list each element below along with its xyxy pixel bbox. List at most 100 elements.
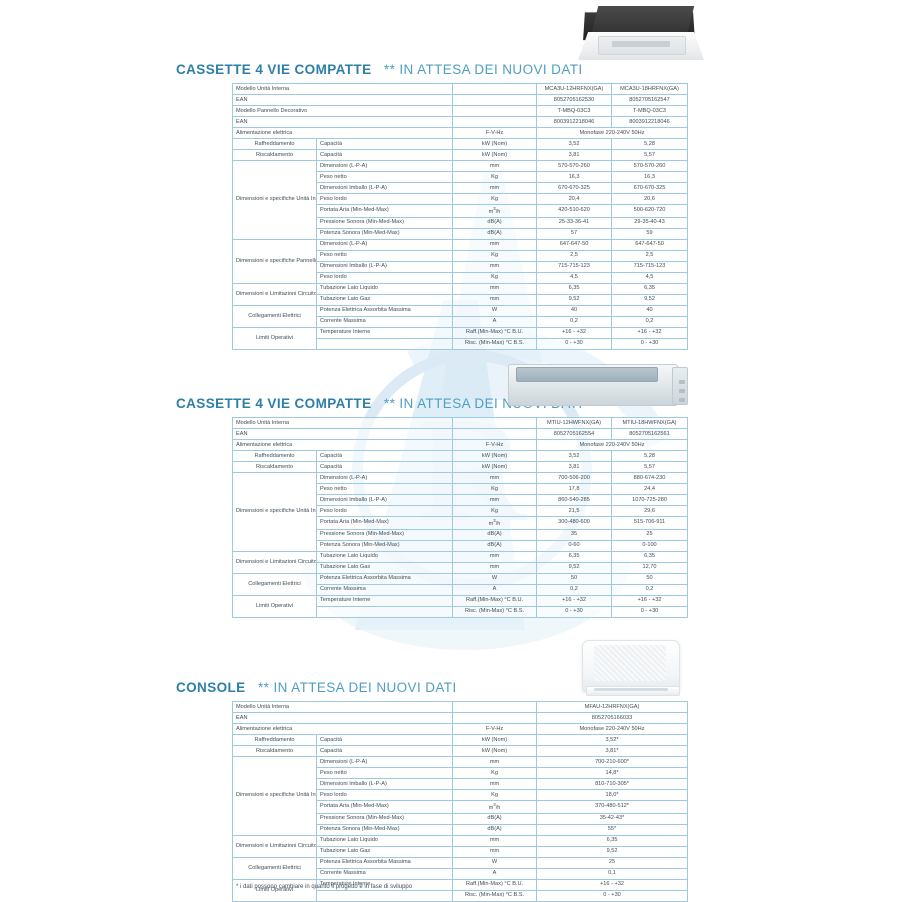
row-unit: m3/h — [452, 204, 538, 218]
row-group-dimensioni-e-limitazioni-circuito-frigorifero: Dimensioni e Limitazioni Circuito Frigor… — [232, 834, 317, 858]
row-unit: kW (Nom) — [452, 734, 538, 746]
row-value-col1: 20,4 — [536, 193, 613, 205]
row-value-col1: 25 — [536, 856, 689, 869]
row-value-col2: 0-100 — [611, 539, 689, 552]
row-value-col1: 0,1 — [536, 867, 689, 880]
row-label-modello-pannello-decorativo: Modello Pannello Decorativo — [231, 105, 454, 117]
row-value-col2: +16 - +32 — [611, 326, 689, 339]
row-unit: Kg — [452, 193, 538, 205]
row-value-col2: MCA3U-18HRFNX(GA) — [611, 83, 689, 95]
row-unit: mm — [452, 282, 538, 295]
row-value-col1: 6,35 — [536, 834, 689, 847]
row-group-collegamenti-elettrici: Collegamenti Elettrici — [232, 304, 317, 328]
row-unit: F-V-Hz — [452, 127, 538, 139]
row-unit: Kg — [452, 789, 538, 801]
row-value-col1: 3,52 — [536, 138, 613, 150]
row-unit: Raff.(Min-Max) °C B.U. — [452, 878, 538, 891]
row-label-potenza-elettrica-assorbita-massima: Potenza Elettrica Assorbita Massima — [315, 856, 454, 869]
row-value-col1: 3,81 — [536, 461, 613, 473]
row-value-col2: 570-570-260 — [611, 160, 689, 172]
row-label-tubazione-lato-gas: Tubazione Lato Gas — [315, 561, 454, 574]
row-label-peso-netto: Peso netto — [315, 767, 454, 779]
row-unit: mm — [452, 472, 538, 484]
table-row: Dimensioni e Limitazioni Circuito Frigor… — [232, 282, 689, 306]
row-unit: kW (Nom) — [452, 461, 538, 473]
row-label-alimentazione-elettrica: Alimentazione elettrica — [231, 723, 454, 735]
row-value-col1: +16 - +32 — [536, 878, 689, 891]
spec-table: Modello Unità Interna MFAU-12HRFNX(GA) EAN… — [231, 701, 689, 902]
row-value-col2: 24,4 — [611, 483, 689, 495]
footnote: * i dati possono cambiare in quanto il p… — [236, 884, 413, 890]
row-label-capacit: Capacità — [315, 461, 454, 473]
ducted-connector-1 — [679, 380, 685, 384]
table-row: Dimensioni e Limitazioni Circuito Frigor… — [232, 550, 689, 574]
row-label-portata-aria-min-med-max: Portata Aria (Min-Med-Max) — [315, 800, 454, 814]
table-row: Peso lordo Kg 18,0* — [233, 789, 689, 801]
ducted-connector-2 — [679, 389, 685, 393]
row-unit: m3/h — [452, 800, 538, 814]
row-unit: mm — [452, 778, 538, 790]
table-row: Alimentazione elettrica F-V-Hz Monofase 22… — [231, 723, 689, 735]
row-label-capacit: Capacità — [315, 450, 454, 462]
row-label-dimensioni-imballo-l-p-a: Dimensioni Imballo (L-P-A) — [315, 778, 454, 790]
row-value-col2: 8052705162561 — [611, 428, 689, 440]
row-unit: W — [452, 304, 538, 317]
table-row: Collegamenti Elettrici Potenza Elettrica … — [232, 304, 689, 328]
row-label-ean: EAN — [231, 116, 454, 128]
row-value-col1: 35-42-43* — [536, 812, 689, 825]
row-value-col1: 0,2 — [536, 315, 613, 328]
row-unit: mm — [452, 550, 538, 563]
row-group-dimensioni-e-specifiche-pannello-decorativo: Dimensioni e specifiche Pannello Decorat… — [232, 238, 317, 284]
spec-table: Modello Unità Interna MTIU-12HWFNX(GA) MTI… — [231, 417, 689, 618]
row-label-pressione-sonora-min-med-max: Pressione Sonora (Min-Med-Max) — [315, 216, 454, 229]
row-value-merged: Monofase 220-240V 50Hz — [536, 127, 689, 139]
row-label-peso-netto: Peso netto — [315, 249, 454, 262]
row-value-col1: 700-210-600* — [536, 756, 689, 768]
row-label-temperature-interne: Temperature Interne — [315, 594, 454, 607]
table-row: EAN 8052705162530 8052705162547 — [231, 94, 689, 106]
row-unit: Risc. (Min-Max) °C B.S. — [452, 605, 538, 618]
section-title-note: ** IN ATTESA DEI NUOVI DATI — [245, 680, 457, 695]
row-label-corrente-massima: Corrente Massima — [315, 583, 454, 596]
row-label-pressione-sonora-min-med-max: Pressione Sonora (Min-Med-Max) — [315, 528, 454, 541]
row-value-col1: 8052705162530 — [536, 94, 613, 106]
row-value-col1: 570-570-260 — [536, 160, 613, 172]
spec-table: Modello Unità Interna MCA3U-12HRFNX(GA) MC… — [231, 83, 689, 350]
row-label-tubazione-lato-liquido: Tubazione Lato Liquido — [315, 282, 454, 295]
row-unit: mm — [452, 293, 538, 306]
row-value-col2: 29,6 — [611, 505, 689, 517]
row-value-col1: +16 - +32 — [536, 326, 613, 339]
table-row: Dimensioni e Limitazioni Circuito Frigor… — [232, 834, 689, 858]
row-label-modello-unit-interna: Modello Unità Interna — [231, 417, 454, 429]
row-label-peso-netto: Peso netto — [315, 171, 454, 183]
row-unit: kW (Nom) — [452, 745, 538, 757]
row-value-col1: MCA3U-12HRFNX(GA) — [536, 83, 613, 95]
row-value-col1: 0-60 — [536, 539, 613, 552]
row-value-col2: 5,28 — [611, 450, 689, 462]
row-value-col1: 810-710-305* — [536, 778, 689, 790]
row-value-col1: 3,81 — [536, 149, 613, 161]
row-label-portata-aria-min-med-max: Portata Aria (Min-Med-Max) — [315, 204, 454, 218]
row-value-col1: 9,52 — [536, 293, 613, 306]
row-unit: F-V-Hz — [452, 439, 538, 451]
row-value-col2: 715-715-123 — [611, 260, 689, 273]
row-group-limiti-operativi: Limiti Operativi — [232, 878, 317, 902]
row-unit: mm — [452, 845, 538, 858]
row-group-limiti-operativi: Limiti Operativi — [232, 594, 317, 618]
row-label-capacit: Capacità — [315, 149, 454, 161]
row-value-col2: 2,5 — [611, 249, 689, 262]
row-value-col2: MTIU-18HWFNX(GA) — [611, 417, 689, 429]
row-label-peso-lordo: Peso lordo — [315, 193, 454, 205]
row-unit: W — [452, 572, 538, 585]
row-unit — [452, 428, 538, 440]
row-group-raffreddamento: Raffreddamento — [232, 734, 317, 746]
row-unit: mm — [452, 561, 538, 574]
row-unit: mm — [452, 182, 538, 194]
row-group-raffreddamento: Raffreddamento — [232, 450, 317, 462]
row-value-col2: 5,57 — [611, 149, 689, 161]
row-group-limiti-operativi: Limiti Operativi — [232, 326, 317, 350]
row-group-collegamenti-elettrici: Collegamenti Elettrici — [232, 572, 317, 596]
row-label-dimensioni-imballo-l-p-a: Dimensioni Imballo (L-P-A) — [315, 260, 454, 273]
row-unit: kW (Nom) — [452, 138, 538, 150]
